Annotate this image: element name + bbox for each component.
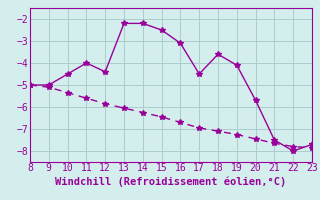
X-axis label: Windchill (Refroidissement éolien,°C): Windchill (Refroidissement éolien,°C) (55, 176, 287, 187)
